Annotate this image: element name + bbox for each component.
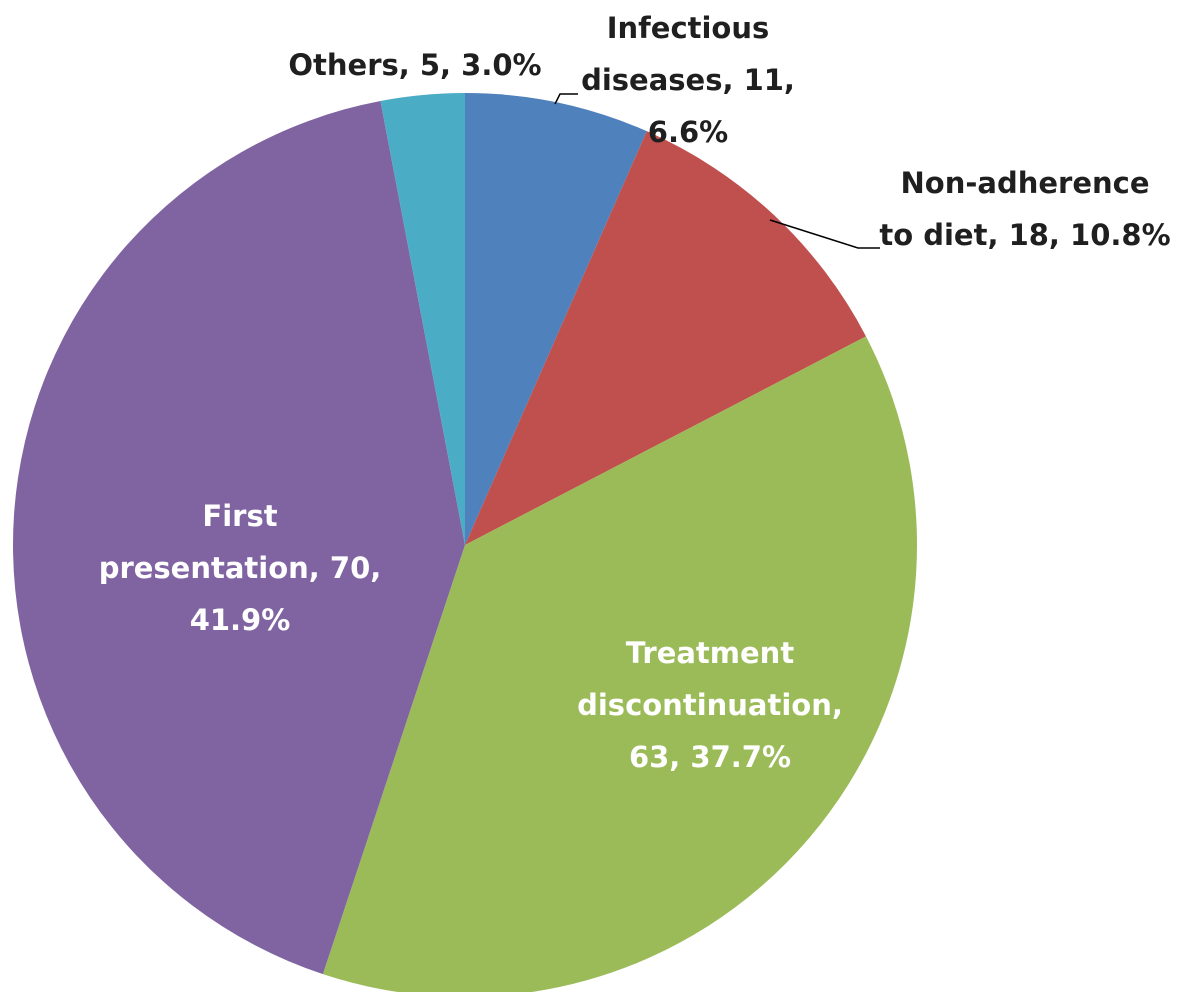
data-label-line: presentation, 70, xyxy=(99,551,382,585)
data-label-line: Infectious xyxy=(607,11,770,45)
slices xyxy=(13,93,917,992)
data-label: First presentation, 70, 41.9% xyxy=(99,499,382,637)
pie-slice xyxy=(13,100,465,975)
data-label: Others, 5, 3.0% xyxy=(288,48,541,82)
data-label-line: diseases, 11, xyxy=(581,63,795,97)
data-label-line: 41.9% xyxy=(190,603,291,637)
data-label-line: First xyxy=(202,499,277,533)
pie-slice xyxy=(322,336,917,992)
data-label: Infectious diseases, 11, 6.6% xyxy=(581,11,795,149)
pie-slice xyxy=(380,93,465,545)
data-label-line: Treatment xyxy=(626,636,795,670)
labels: Infectious diseases, 11, 6.6% Non-adherence… xyxy=(99,11,1171,774)
data-label-line: Non-adherence xyxy=(901,166,1150,200)
data-label: Treatment discontinuation, 63, 37.7% xyxy=(577,636,843,774)
data-label: Non-adherence to diet, 18, 10.8% xyxy=(879,166,1170,252)
leader-line xyxy=(769,219,880,249)
data-label-line: 63, 37.7% xyxy=(629,740,791,774)
data-label-line: discontinuation, xyxy=(577,688,843,722)
pie-slice xyxy=(465,131,866,545)
data-label-line: to diet, 18, 10.8% xyxy=(879,218,1170,252)
pie-slice xyxy=(465,93,647,545)
data-label-line: 6.6% xyxy=(648,115,728,149)
data-label-line: Others, 5, 3.0% xyxy=(288,48,541,82)
leader-line xyxy=(554,93,578,105)
